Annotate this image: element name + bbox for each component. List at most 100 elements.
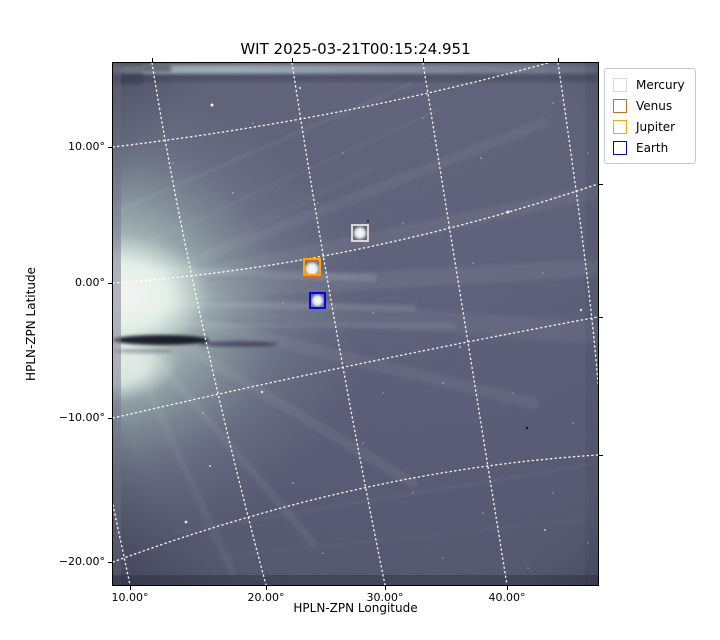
legend-swatch-earth	[613, 140, 627, 155]
star	[172, 162, 174, 164]
star	[382, 392, 384, 394]
top-tick	[152, 58, 153, 63]
planet-dot-mercury	[352, 225, 368, 241]
star	[210, 103, 214, 107]
grid-line-lat--10	[113, 316, 598, 419]
star	[260, 390, 264, 394]
legend-item-jupiter: Jupiter	[613, 116, 685, 137]
grid-line-lon-10	[113, 504, 131, 585]
coordinate-grid	[113, 63, 598, 585]
legend-label: Venus	[636, 98, 673, 113]
legend-item-mercury: Mercury	[613, 74, 685, 95]
legend: Mercury Venus Jupiter Earth	[604, 68, 696, 164]
dark-speck	[367, 220, 369, 222]
star	[572, 422, 574, 424]
top-tick	[292, 58, 293, 63]
star	[587, 542, 589, 544]
film-grain	[113, 63, 598, 585]
y-tick	[108, 562, 113, 563]
star	[252, 122, 254, 124]
marker-jupiter	[303, 258, 321, 276]
planet-dot-venus	[303, 260, 321, 278]
y-tick-label: −20.00°	[58, 555, 105, 568]
star	[542, 272, 544, 274]
y-tick-label: 10.00°	[68, 140, 105, 153]
star	[512, 392, 514, 394]
star	[372, 312, 374, 314]
grid-line-lat-0	[113, 183, 598, 284]
top-tick	[423, 58, 424, 63]
top-tick	[558, 58, 559, 63]
legend-label: Earth	[636, 140, 669, 155]
star	[232, 192, 234, 194]
star	[442, 382, 444, 384]
plot-title: WIT 2025-03-21T00:15:24.951	[240, 40, 471, 58]
x-tick-label: 40.00°	[488, 591, 526, 604]
dark-speck	[525, 426, 529, 430]
star	[442, 557, 444, 559]
star	[402, 222, 404, 224]
right-tick	[598, 455, 603, 456]
legend-swatch-venus	[613, 98, 627, 113]
grid-line-lat--20	[113, 454, 598, 563]
star	[292, 482, 294, 484]
star	[209, 465, 211, 467]
star	[544, 529, 546, 531]
star	[184, 520, 188, 524]
x-tick-label: 20.00°	[247, 591, 285, 604]
star	[342, 152, 344, 154]
star	[317, 202, 319, 204]
legend-item-venus: Venus	[613, 95, 685, 116]
star	[552, 102, 554, 104]
y-axis-label: HPLN-ZPN Latitude	[24, 267, 38, 381]
star	[506, 210, 510, 214]
y-tick	[108, 418, 113, 419]
grid-line-lon-50	[557, 63, 598, 384]
grid-line-lon-20	[151, 63, 267, 585]
x-tick-label: 10.00°	[111, 591, 149, 604]
y-tick	[108, 147, 113, 148]
star	[282, 302, 284, 304]
star	[459, 346, 461, 348]
star	[472, 262, 474, 264]
star-field	[172, 86, 589, 569]
star	[298, 86, 302, 90]
star	[579, 308, 583, 312]
legend-item-earth: Earth	[613, 137, 685, 158]
x-tick	[507, 585, 508, 590]
star	[422, 117, 424, 119]
star	[480, 157, 482, 159]
legend-label: Mercury	[636, 77, 685, 92]
marker-earth	[309, 292, 326, 309]
legend-swatch-jupiter	[613, 119, 627, 134]
y-tick-label: −10.00°	[58, 411, 105, 424]
grid-line-lat-10	[113, 63, 549, 148]
right-tick	[598, 317, 603, 318]
x-axis-label: HPLN-ZPN Longitude	[293, 601, 418, 615]
star	[587, 152, 589, 154]
planet-markers	[303, 224, 369, 309]
y-tick-label: 0.00°	[75, 276, 105, 289]
star	[527, 567, 529, 569]
x-tick	[266, 585, 267, 590]
star	[482, 512, 484, 514]
star	[202, 412, 204, 414]
star	[362, 442, 364, 444]
legend-swatch-mercury	[613, 77, 627, 92]
grid-line-lon-30	[291, 63, 386, 585]
planet-dot-earth	[310, 293, 325, 308]
x-tick	[130, 585, 131, 590]
right-tick	[598, 184, 603, 185]
grid-line-lon-40	[422, 63, 508, 585]
heliospheric-image	[113, 63, 598, 585]
x-tick	[385, 585, 386, 590]
y-tick	[108, 283, 113, 284]
legend-label: Jupiter	[636, 119, 676, 134]
star	[412, 492, 414, 494]
marker-mercury	[351, 224, 369, 242]
star	[322, 552, 324, 554]
star	[552, 492, 554, 494]
x-tick-label: 30.00°	[366, 591, 404, 604]
plot-area	[112, 62, 599, 586]
